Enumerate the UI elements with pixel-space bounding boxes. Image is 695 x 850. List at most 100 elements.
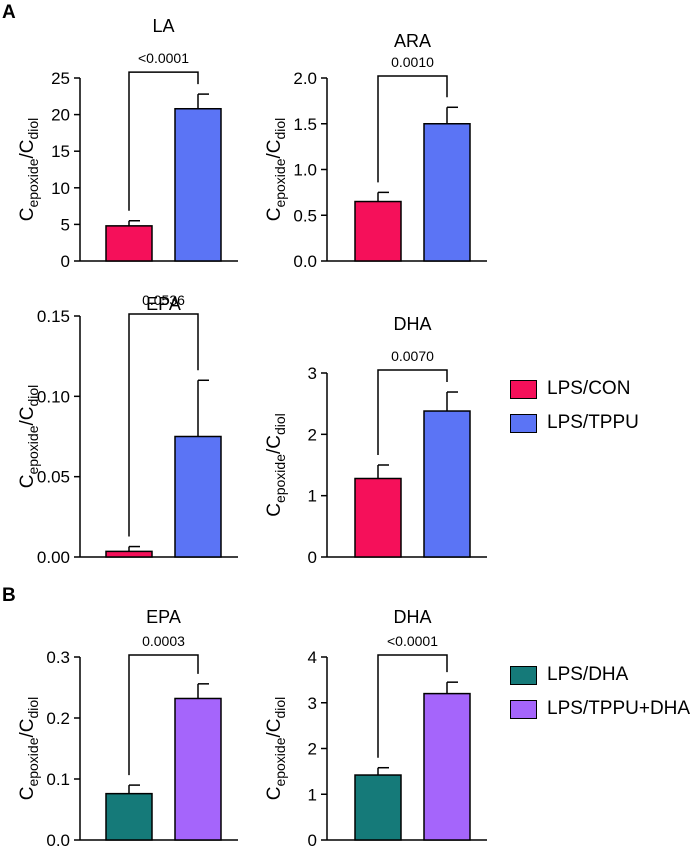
y-tick-label: 0.00 (37, 548, 70, 567)
y-axis-label-part: /C (264, 435, 285, 454)
legend-item-lps-con: LPS/CON (510, 372, 639, 406)
chart-title: LA (152, 16, 174, 36)
legend-swatch-lps-tppu (510, 413, 537, 433)
chart-title: DHA (393, 314, 431, 334)
p-value-label: <0.0001 (387, 633, 438, 649)
y-axis-label-part: diol (25, 118, 41, 140)
significance-bracket (128, 71, 199, 211)
y-tick-label: 3 (308, 364, 317, 383)
significance-bracket (128, 313, 199, 537)
y-axis-label: Cepoxide/Cdiol (264, 697, 288, 801)
y-axis-label-part: epoxide (272, 158, 288, 207)
significance-bracket (377, 369, 448, 455)
legend-label-lps-tppu-dha: LPS/TPPU+DHA (547, 698, 691, 719)
panel-label-b: B (2, 585, 16, 606)
y-tick-label: 0.05 (37, 468, 70, 487)
bar-treatment (174, 107, 222, 262)
chart-b-dha: DHA 0 1 2 3 4 Cepoxide/Cdiol <0.0001 (264, 607, 487, 850)
y-tick-label: 15 (51, 142, 70, 161)
legend-item-lps-tppu-dha: LPS/TPPU+DHA (510, 692, 690, 726)
y-axis-label-part: C (264, 787, 285, 801)
chart-title: EPA (146, 294, 181, 314)
y-axis-label-part: C (17, 787, 38, 801)
y-tick-label: 0.15 (37, 307, 70, 326)
y-tick-label: 0.10 (37, 387, 70, 406)
chart-a-la: LA 0 5 10 15 20 25 Cepoxide/Cdiol <0.0001 (17, 16, 238, 271)
y-tick-label: 10 (51, 179, 70, 198)
y-tick-label: 0.1 (46, 770, 70, 789)
y-tick-label: 0 (308, 548, 317, 567)
chart-title: ARA (394, 31, 431, 51)
chart-title: DHA (393, 607, 431, 627)
y-axis-label-part: diol (272, 118, 288, 140)
legend-panel-b: LPS/DHA LPS/TPPU+DHA (510, 658, 690, 726)
y-axis-label-part: diol (25, 697, 41, 719)
legend-panel-a: LPS/CON LPS/TPPU (510, 372, 639, 440)
bar-treatment (174, 435, 222, 558)
y-tick-label: 2 (308, 740, 317, 759)
chart-b-epa: EPA 0.0 0.1 0.2 0.3 Cepoxide/Cdiol 0.0003 (17, 607, 238, 850)
y-tick-label: 5 (61, 215, 70, 234)
legend-swatch-lps-con (510, 379, 537, 399)
panel-label-a: A (2, 2, 16, 23)
p-value-label: 0.0003 (142, 633, 185, 649)
y-tick-label: 1 (308, 785, 317, 804)
bar-treatment (423, 410, 471, 558)
y-tick-label: 3 (308, 694, 317, 713)
y-tick-label: 0.5 (293, 206, 317, 225)
legend-swatch-lps-dha (510, 665, 537, 685)
legend-item-lps-dha: LPS/DHA (510, 658, 690, 692)
bar-control (105, 792, 153, 841)
y-axis-label-part: /C (17, 719, 38, 738)
bar-treatment (423, 692, 471, 841)
y-tick-label: 0 (308, 831, 317, 850)
y-axis-label-part: diol (272, 413, 288, 435)
chart-a-epa: EPA 0.00 0.05 0.10 0.15 Cepoxide/Cdiol 0.0536 (17, 292, 238, 567)
p-value-label: <0.0001 (138, 50, 189, 66)
y-tick-label: 2 (308, 425, 317, 444)
bar-treatment (174, 697, 222, 841)
y-axis-label-part: epoxide (272, 454, 288, 503)
y-tick-label: 0.2 (46, 709, 70, 728)
y-axis-label-part: diol (25, 385, 41, 407)
legend-label-lps-dha: LPS/DHA (547, 664, 629, 685)
chart-title: EPA (146, 607, 181, 627)
p-value-label: 0.0070 (391, 348, 434, 364)
y-tick-label: 4 (308, 648, 317, 667)
chart-a-dha: DHA 0 1 2 3 Cepoxide/Cdiol 0.0070 (264, 314, 487, 567)
y-tick-label: 1.0 (293, 161, 317, 180)
y-tick-label: 1 (308, 487, 317, 506)
y-axis-label-part: epoxide (272, 737, 288, 786)
legend-item-lps-tppu: LPS/TPPU (510, 406, 639, 440)
chart-a-ara: ARA 0.0 0.5 1.0 1.5 2.0 Cepoxide/Cdiol 0.0010 (264, 31, 487, 271)
y-tick-label: 20 (51, 106, 70, 125)
y-axis-label: Cepoxide/Cdiol (264, 413, 288, 517)
legend-label-lps-tppu: LPS/TPPU (547, 412, 639, 433)
bar-control (354, 774, 402, 841)
y-tick-label: 0.3 (46, 648, 70, 667)
y-axis-label-part: C (17, 475, 38, 489)
y-axis-label-part: C (264, 503, 285, 517)
y-tick-label: 2.0 (293, 69, 317, 88)
y-tick-label: 25 (51, 69, 70, 88)
p-value-label: 0.0010 (391, 54, 434, 70)
legend-label-lps-con: LPS/CON (547, 378, 631, 399)
y-axis-label: Cepoxide/Cdiol (17, 697, 41, 801)
y-axis-label: Cepoxide/Cdiol (17, 118, 41, 222)
y-tick-label: 0.0 (46, 831, 70, 850)
y-axis-label-part: /C (264, 719, 285, 738)
y-tick-label: 1.5 (293, 115, 317, 134)
y-tick-label: 0 (61, 252, 70, 271)
bar-control (354, 477, 402, 558)
bar-control (354, 200, 402, 262)
bar-treatment (423, 123, 471, 262)
y-axis-label-part: /C (17, 407, 38, 426)
y-axis-label-part: C (264, 208, 285, 222)
bar-control (105, 550, 153, 558)
y-axis-label-part: /C (17, 140, 38, 159)
y-axis-label-part: diol (272, 697, 288, 719)
y-axis-label-part: epoxide (25, 737, 41, 786)
legend-swatch-lps-tppu-dha (510, 699, 537, 719)
significance-bracket (377, 654, 448, 758)
